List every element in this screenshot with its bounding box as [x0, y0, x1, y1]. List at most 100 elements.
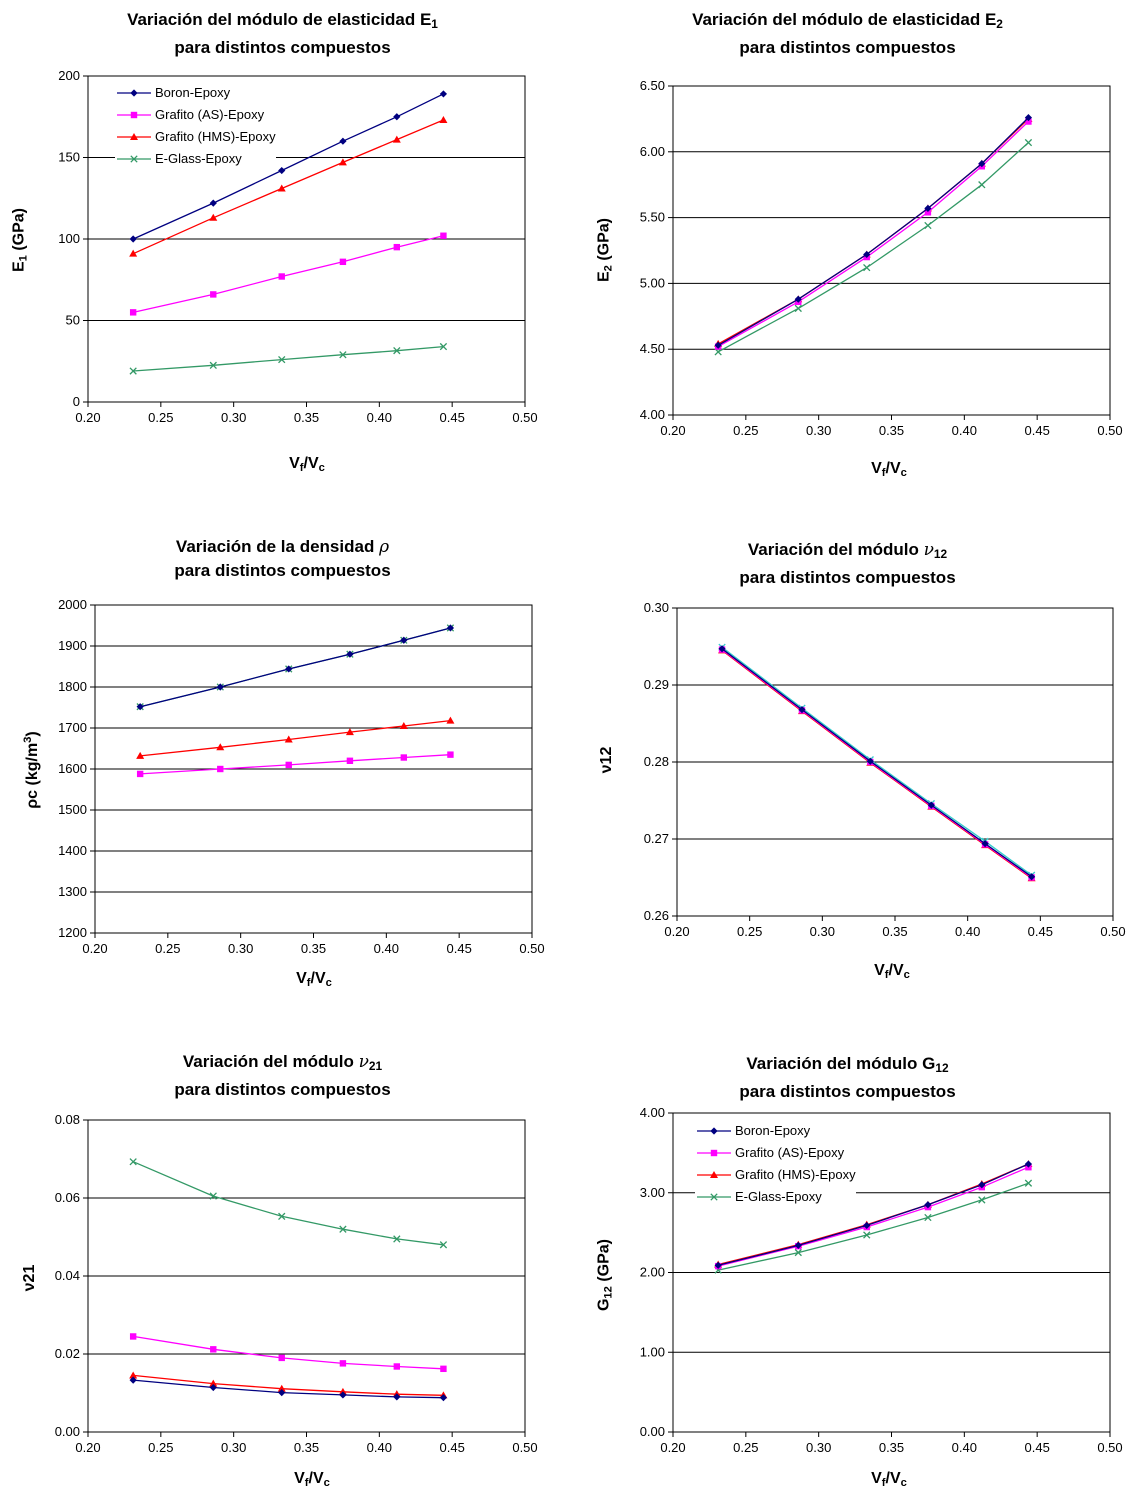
series-2 — [136, 716, 455, 759]
y-tick-label: 150 — [58, 150, 80, 165]
legend-marker — [130, 133, 138, 140]
series-line — [717, 118, 1029, 345]
data-point — [863, 250, 871, 259]
x-tick-label: 0.50 — [512, 410, 537, 425]
data-point — [439, 1394, 448, 1402]
y-tick-label: 0.08 — [55, 1112, 80, 1127]
series-2 — [129, 1371, 448, 1399]
data-point — [794, 304, 802, 313]
data-point — [1028, 873, 1036, 881]
legend-key — [117, 89, 151, 97]
data-point — [136, 703, 144, 711]
x-axis-label: Vf/Vc — [294, 1470, 330, 1489]
data-point — [1024, 113, 1033, 122]
chart-title: Variación del módulo G12 para distintos … — [739, 1054, 956, 1101]
series-1 — [714, 118, 1032, 350]
data-point — [927, 801, 935, 809]
chart-panel-g12: Variación del módulo G12 para distintos … — [565, 1000, 1130, 1495]
chart-svg: 4.00 4.50 5.00 5.50 6.00 6.50 0.20 0.25 0.30 0.35… — [640, 78, 1123, 438]
y-tick-label: 1.00 — [640, 1344, 665, 1359]
data-point — [136, 751, 145, 759]
data-point — [339, 1391, 347, 1399]
legend-marker — [130, 155, 138, 163]
legend-item: Grafito (AS)-Epoxy — [115, 104, 276, 126]
data-point — [209, 213, 218, 221]
data-point — [129, 367, 137, 375]
data-point — [718, 645, 726, 653]
data-point — [338, 1387, 347, 1395]
y-tick-label: 0.28 — [644, 754, 669, 769]
y-tick-label: 50 — [66, 313, 80, 328]
data-point — [129, 235, 137, 243]
series-line — [133, 1374, 444, 1396]
series-line — [132, 1161, 444, 1246]
plot-area — [87, 75, 526, 403]
legend-item: Boron-Epoxy — [115, 82, 276, 104]
plot-area — [672, 85, 1111, 416]
x-tick-label: 0.35 — [294, 1440, 319, 1455]
data-point — [794, 1248, 802, 1257]
series-line — [717, 142, 1029, 353]
series-line — [718, 1163, 1029, 1266]
x-tick-label: 0.40 — [952, 423, 977, 438]
legend-key — [117, 155, 151, 163]
data-point — [210, 1346, 217, 1353]
legend-item: Grafito (HMS)-Epoxy — [115, 126, 276, 148]
chart-title: Variación de la densidad ρ para distinto… — [174, 537, 391, 580]
data-point — [393, 113, 401, 121]
y-tick-label: 0.27 — [644, 831, 669, 846]
data-point — [129, 1376, 137, 1384]
chart-title: Variación del módulo de elasticidad E2 p… — [692, 10, 1003, 57]
x-tick-label: 0.30 — [221, 1440, 246, 1455]
series-line — [133, 345, 444, 372]
data-point — [284, 735, 293, 743]
data-point — [285, 665, 293, 673]
data-point — [924, 221, 932, 230]
x-tick-label: 0.35 — [294, 410, 319, 425]
y-axis-label: E2 (GPa) — [595, 217, 615, 283]
x-tick-label: 0.20 — [75, 1440, 100, 1455]
chart-panel-e2: Variación del módulo de elasticidad E2 p… — [565, 0, 1130, 495]
y-tick-label: 4.00 — [640, 1105, 665, 1120]
x-axis-label: Vf/Vc — [871, 460, 907, 479]
data-point — [285, 761, 292, 769]
x-tick-label: 0.25 — [155, 941, 180, 956]
legend-marker — [710, 1193, 718, 1201]
x-tick-label: 0.45 — [447, 941, 472, 956]
data-point — [399, 721, 408, 729]
data-point — [1024, 1179, 1033, 1187]
chart-panel-density: Variación de la densidad ρ para distinto… — [0, 500, 565, 995]
x-tick-label: 0.35 — [301, 941, 326, 956]
x-tick-label: 0.45 — [1028, 924, 1053, 939]
data-point — [393, 243, 401, 251]
series-line — [717, 117, 1029, 346]
x-tick-label: 0.20 — [82, 941, 107, 956]
data-point — [209, 199, 217, 207]
chart-title: Variación del módulo ν21 para distintos … — [174, 1052, 391, 1099]
x-tick-label: 0.30 — [228, 941, 253, 956]
data-point — [339, 137, 347, 145]
data-point — [439, 1241, 448, 1249]
data-point — [1024, 1160, 1033, 1168]
series-0 — [129, 1376, 448, 1402]
data-point — [440, 232, 447, 239]
data-point — [278, 355, 286, 364]
plot-area — [87, 1119, 526, 1433]
x-tick-label: 0.25 — [733, 423, 758, 438]
x-tick-label: 0.35 — [882, 924, 907, 939]
series-line — [133, 1379, 444, 1399]
legend-key — [697, 1127, 731, 1135]
data-point — [346, 757, 354, 764]
series-0 — [714, 113, 1033, 349]
y-tick-label: 4.00 — [640, 407, 665, 422]
data-point — [136, 770, 144, 778]
x-tick-label: 0.30 — [806, 423, 831, 438]
data-point — [392, 135, 401, 143]
y-tick-label: 0.04 — [55, 1268, 80, 1283]
data-point — [278, 1212, 286, 1220]
y-tick-label: 1300 — [58, 884, 87, 899]
data-point — [863, 1231, 871, 1239]
y-tick-label: 100 — [58, 231, 80, 246]
y-tick-label: 5.50 — [640, 210, 665, 225]
y-tick-label: 0.00 — [55, 1424, 80, 1439]
